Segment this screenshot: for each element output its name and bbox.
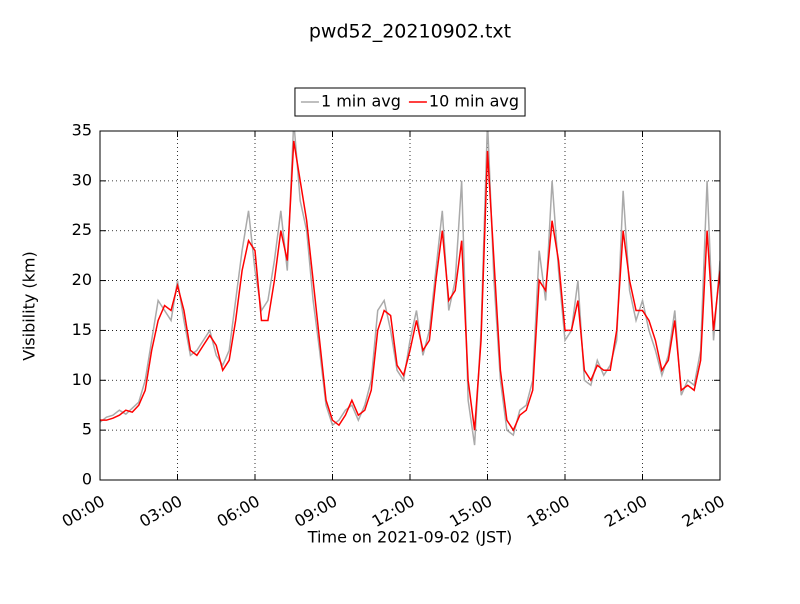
x-tick-label: 12:00 — [369, 491, 418, 531]
y-tick-label: 25 — [72, 220, 92, 239]
x-tick-label: 03:00 — [136, 491, 185, 531]
x-tick-label: 00:00 — [59, 491, 108, 531]
legend-label: 1 min avg — [321, 92, 401, 111]
x-tick-label: 18:00 — [524, 491, 573, 531]
y-tick-label: 15 — [72, 320, 92, 339]
y-tick-label: 5 — [82, 420, 92, 439]
series-line — [100, 131, 720, 446]
y-tick-label: 20 — [72, 270, 92, 289]
x-tick-label: 15:00 — [446, 491, 495, 531]
legend: 1 min avg 10 min avg — [300, 92, 519, 111]
y-tick-label: 0 — [82, 470, 92, 489]
x-tick-label: 06:00 — [214, 491, 263, 531]
plot-area — [100, 131, 720, 446]
series-line — [100, 140, 720, 432]
x-tick-label: 21:00 — [601, 491, 650, 531]
legend-label: 10 min avg — [429, 92, 519, 111]
x-tick-label: 24:00 — [679, 491, 728, 531]
x-axis-label: Time on 2021-09-02 (JST) — [307, 528, 512, 547]
y-tick-label: 30 — [72, 170, 92, 189]
y-tick-label: 10 — [72, 370, 92, 389]
y-axis-label: Visibility (km) — [20, 251, 39, 360]
x-tick-label: 09:00 — [291, 491, 340, 531]
y-tick-label: 35 — [72, 121, 92, 140]
chart-title: pwd52_20210902.txt — [309, 21, 511, 43]
plot-frame — [99, 130, 721, 481]
